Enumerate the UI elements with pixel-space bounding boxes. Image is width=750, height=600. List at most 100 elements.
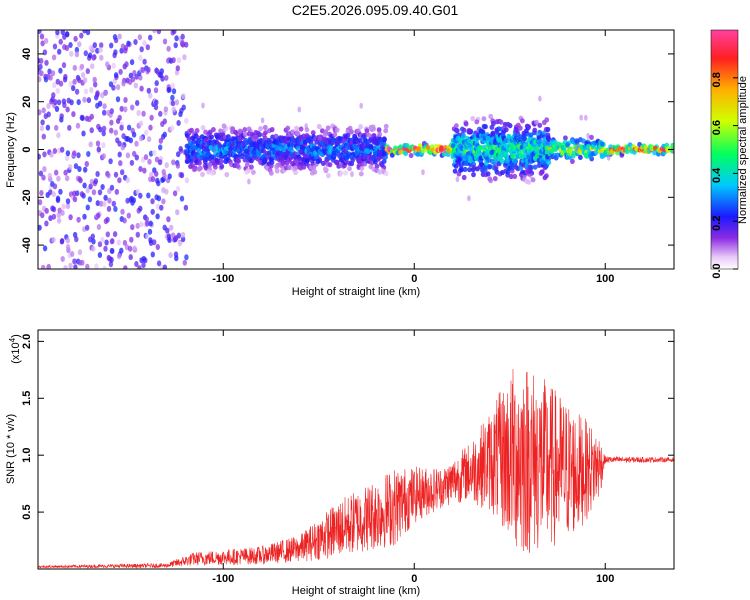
spectrogram-cell: [398, 144, 404, 150]
spectrogram-cell: [164, 188, 169, 195]
spectrogram-cell: [171, 159, 176, 166]
spectrogram-cell: [492, 176, 498, 182]
spectrogram-cell: [52, 183, 58, 190]
spectrogram-cell: [148, 92, 153, 99]
spectrogram-cell: [327, 162, 333, 168]
spectrogram-cell: [452, 168, 458, 174]
spectrogram-cell: [39, 33, 45, 40]
spectrogram-cell: [408, 152, 414, 159]
spectrogram-cell: [50, 205, 55, 212]
spectrogram-cell: [137, 265, 142, 269]
spectrogram-cell: [197, 160, 202, 166]
spectrogram-cell: [87, 52, 93, 59]
spectrogram-cell: [99, 54, 104, 61]
spectrogram-cell: [122, 239, 128, 246]
spectrogram-cell: [109, 184, 115, 191]
spectrogram-cell: [80, 72, 86, 78]
spectrogram-cell: [173, 42, 178, 49]
spectrogram-cell: [166, 45, 171, 52]
spectrogram-cell: [210, 170, 215, 176]
x-tick-label: -100: [212, 273, 234, 285]
spectrogram-cell: [61, 62, 67, 69]
spectrogram-cell: [52, 82, 57, 89]
spectrogram-cell: [77, 41, 82, 48]
spectrogram-cell: [167, 173, 172, 180]
spectrogram-cell: [170, 94, 175, 101]
spectrogram-cell: [175, 186, 181, 192]
spectrogram-cell: [153, 104, 159, 111]
spectrogram-cell: [89, 113, 95, 120]
spectrogram-cell: [38, 63, 43, 70]
spectrogram-cell: [113, 72, 119, 79]
spectrogram-cell: [235, 163, 241, 169]
spectrogram-cell: [58, 188, 63, 195]
spectrogram-cell: [510, 153, 515, 159]
spectrogram-cell: [65, 150, 71, 157]
spectrogram-cell: [75, 122, 81, 129]
spectrogram-cell: [46, 264, 51, 269]
spectrogram-cell: [184, 41, 189, 48]
spectrogram-cell: [83, 88, 89, 95]
spectrogram-cell: [159, 204, 164, 211]
spectrogram-cell: [51, 236, 56, 243]
figure-title: C2E5.2026.095.09.40.G01: [292, 2, 459, 18]
spectrogram-cell: [72, 78, 77, 85]
spectrogram-cell: [274, 168, 280, 174]
spectrogram-cell: [172, 30, 177, 35]
spectrogram-cell: [102, 109, 107, 116]
spectrogram-marks: [38, 30, 674, 269]
spectrogram-cell: [166, 233, 172, 240]
spectrogram-cell: [179, 195, 185, 202]
spectrogram-cell: [491, 121, 496, 127]
spectrogram-cell: [41, 174, 46, 181]
spectrogram-cell: [134, 73, 139, 80]
spectrogram-cell: [471, 165, 477, 171]
spectrogram-cell: [467, 167, 472, 173]
spectrogram-cell: [118, 160, 123, 167]
spectrogram-cell: [113, 49, 118, 56]
spectrogram-cell: [134, 261, 139, 267]
spectrogram-cell: [138, 205, 143, 212]
spectrogram-cell: [121, 80, 126, 87]
spectrogram-cell: [39, 125, 45, 132]
spectrogram-cell: [194, 128, 200, 134]
spectrogram-cell: [262, 124, 268, 131]
spectrogram-cell: [255, 130, 261, 136]
spectrogram-cell: [109, 108, 115, 115]
spectrogram-cell: [115, 84, 121, 91]
spectrogram-cell: [332, 131, 338, 138]
spectrogram-cell: [96, 212, 101, 219]
spectrogram-cell: [157, 159, 163, 166]
spectrogram-cell: [219, 158, 224, 164]
spectrogram-cell: [50, 70, 56, 77]
spectrogram-cell: [147, 158, 152, 165]
x-tick-label: 0: [411, 273, 417, 285]
spectrogram-cell: [133, 246, 138, 253]
spectrogram-cell: [180, 236, 186, 243]
spectrogram-cell: [102, 201, 107, 207]
spectrogram-cell: [467, 195, 471, 202]
spectrogram-cell: [102, 265, 107, 269]
spectrogram-cell: [162, 118, 167, 125]
spectrogram-cell: [455, 176, 460, 183]
spectrogram-cell: [512, 144, 518, 151]
spectrogram-cell: [126, 40, 131, 47]
spectrogram-cell: [103, 90, 108, 97]
spectrogram-cell: [61, 98, 67, 105]
spectrogram-cell: [71, 111, 76, 118]
spectrogram-cell: [362, 132, 368, 138]
spectrogram-cell: [544, 145, 550, 151]
spectrogram-cell: [249, 164, 254, 170]
spectrogram-cell: [485, 171, 491, 177]
spectrogram-cell: [244, 162, 250, 168]
spectrogram-cell: [138, 120, 144, 127]
spectrogram-cell: [196, 166, 202, 172]
spectrogram-cell: [262, 135, 268, 141]
spectrogram-cell: [338, 170, 344, 176]
spectrogram-cell: [190, 142, 195, 148]
spectrogram-cell: [170, 82, 175, 89]
spectrogram-cell: [347, 166, 352, 172]
spectrogram-cell: [230, 136, 236, 142]
spectrogram-cell: [109, 127, 114, 134]
spectrogram-cell: [488, 113, 494, 120]
